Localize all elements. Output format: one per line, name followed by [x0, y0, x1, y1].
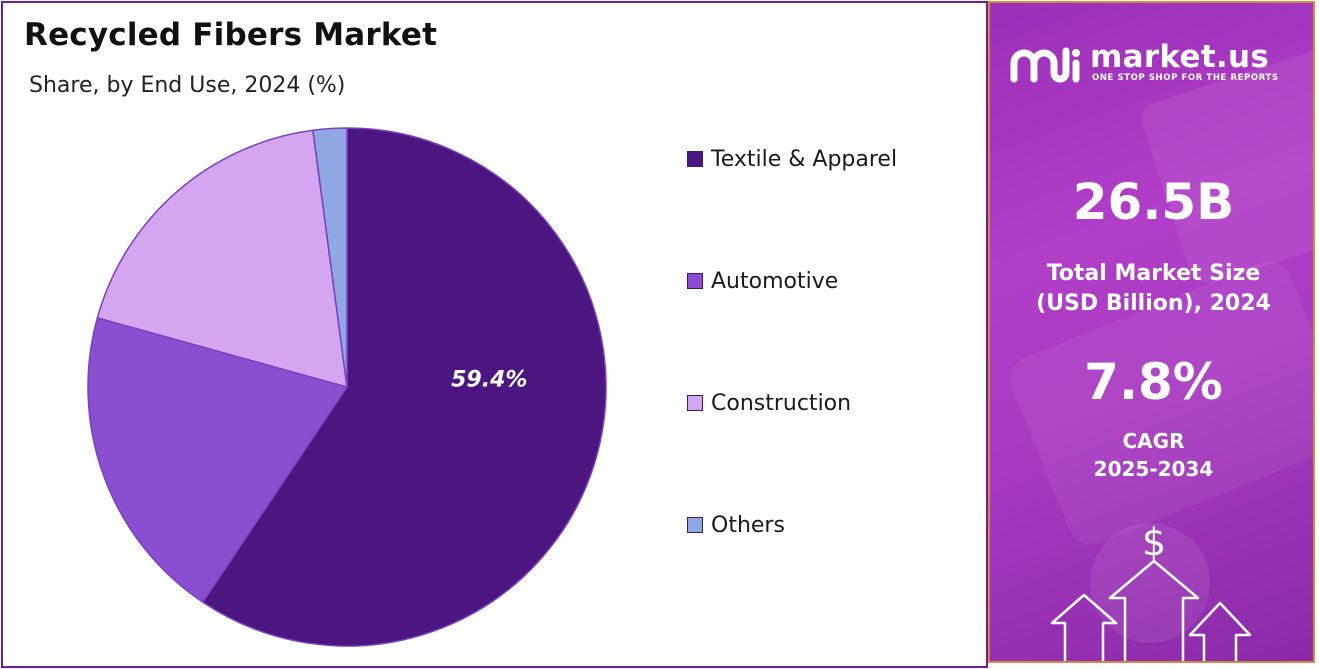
legend-swatch: [687, 273, 703, 289]
chart-subtitle: Share, by End Use, 2024 (%): [29, 73, 346, 98]
pie-slice-automotive: [87, 316, 349, 604]
chart-panel: Recycled Fibers Market Share, by End Use…: [1, 1, 988, 668]
cagr-label: CAGR 2025-2034: [990, 427, 1313, 483]
summary-panel: market.us ONE STOP SHOP FOR THE REPORTS …: [988, 1, 1315, 663]
dollar-icon: $: [1142, 520, 1166, 564]
pie-slice-construction: [96, 129, 348, 389]
pie-slice-textile-apparel: [201, 127, 607, 647]
chart-title: Recycled Fibers Market: [24, 17, 438, 53]
market-size-label: Total Market Size (USD Billion), 2024: [990, 259, 1313, 319]
cagr-label-line2: 2025-2034: [1093, 457, 1214, 481]
market-size-value: 26.5B: [1072, 173, 1235, 231]
legend-label: Automotive: [711, 268, 839, 294]
market-us-logo-icon: [1010, 47, 1080, 83]
brand-tagline: ONE STOP SHOP FOR THE REPORTS: [1092, 73, 1279, 83]
cagr-label-line1: CAGR: [1122, 429, 1185, 453]
up-arrow-icon: [1188, 601, 1252, 661]
legend-swatch: [687, 517, 703, 533]
market-size-label-line1: Total Market Size: [1046, 261, 1261, 286]
legend-item: Textile & Apparel: [687, 146, 897, 172]
pie-slice-others: [312, 127, 348, 388]
legend-item: Construction: [687, 390, 851, 416]
pie-data-label: 59.4%: [451, 367, 527, 392]
up-arrow-icon: [1108, 559, 1200, 661]
legend-swatch: [687, 395, 703, 411]
cagr-value: 7.8%: [1084, 353, 1223, 411]
brand-name: market.us: [1090, 39, 1270, 75]
legend-swatch: [687, 151, 703, 167]
up-arrow-icon: [1050, 593, 1118, 661]
legend-item: Others: [687, 512, 785, 538]
legend-label: Textile & Apparel: [711, 146, 898, 172]
growth-arrows-illustration: $: [1050, 520, 1252, 661]
pie-chart: 59.4%: [87, 127, 607, 647]
brand: market.us ONE STOP SHOP FOR THE REPORTS: [1010, 39, 1300, 89]
legend-item: Automotive: [687, 268, 838, 294]
legend-label: Others: [711, 512, 785, 538]
market-size-label-line2: (USD Billion), 2024: [1036, 291, 1271, 316]
legend-label: Construction: [711, 390, 852, 416]
